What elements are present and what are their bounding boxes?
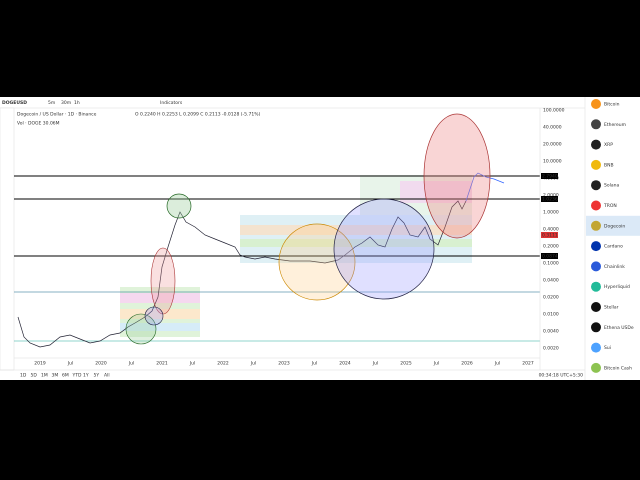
range-button[interactable]: 3M xyxy=(52,373,59,379)
left-toolbar xyxy=(0,107,15,371)
range-button[interactable]: 1D xyxy=(20,373,27,379)
coin-icon xyxy=(591,119,601,130)
time-label: Jul xyxy=(494,361,500,367)
screenshot: DOGEUSD Indicators Dogecoin / US Dollar … xyxy=(0,97,640,380)
price-tag: 2.7940 xyxy=(542,174,558,180)
price-label: 40.0000 xyxy=(543,125,562,131)
time-label: Jul xyxy=(311,361,317,367)
symbol[interactable]: DOGEUSD xyxy=(2,100,27,106)
time-label: 2026 xyxy=(461,361,473,367)
range-button[interactable]: 6M xyxy=(62,373,69,379)
coin-name[interactable]: Bitcoin xyxy=(604,102,620,108)
time-label: 2021 xyxy=(156,361,168,367)
time-label: 2022 xyxy=(217,361,229,367)
top-toolbar xyxy=(0,97,585,108)
time-label: Jul xyxy=(189,361,195,367)
coin-name[interactable]: Sui xyxy=(604,345,611,351)
time-label: 2023 xyxy=(278,361,290,367)
range-button[interactable]: 1Y xyxy=(83,373,89,379)
coin-name[interactable]: XRP xyxy=(604,142,613,148)
coin-icon xyxy=(591,139,601,150)
interval-button[interactable]: 30m xyxy=(61,100,71,106)
range-button[interactable]: All xyxy=(104,373,110,379)
time-label: 2024 xyxy=(339,361,351,367)
time-label: Jul xyxy=(128,361,134,367)
coin-icon xyxy=(591,99,601,109)
coin-name[interactable]: Dogecoin xyxy=(604,223,625,229)
coin-icon xyxy=(591,241,601,252)
price-tag: 0.0874 xyxy=(542,254,558,260)
price-label: 0.0040 xyxy=(543,329,559,335)
coin-name[interactable]: Bitcoin Cash xyxy=(604,365,632,371)
price-label: 0.0400 xyxy=(543,278,559,284)
price-tag-bg xyxy=(541,232,558,238)
coin-icon xyxy=(591,220,601,231)
price-label: 2.0000 xyxy=(543,193,559,199)
time-label: Jul xyxy=(372,361,378,367)
interval-button[interactable]: 1h xyxy=(74,100,80,106)
range-button[interactable]: 5D xyxy=(31,373,38,379)
range-button[interactable]: 1M xyxy=(41,373,48,379)
price-label: 0.0200 xyxy=(543,295,559,301)
clock: 00:34:18 UTC+5:30 xyxy=(539,373,584,379)
price-tag-bg xyxy=(541,253,558,259)
coin-name[interactable]: Hyperliquid xyxy=(604,284,630,290)
coin-icon xyxy=(591,261,601,272)
chart-drawing xyxy=(14,113,540,348)
coin-icon xyxy=(591,302,601,312)
coin-name[interactable]: Ethereum xyxy=(604,122,626,128)
range-button[interactable]: 5Y xyxy=(94,373,100,379)
coin-icon xyxy=(591,200,601,211)
price-tag-bg xyxy=(541,173,558,179)
coin-name[interactable]: Cardano xyxy=(604,244,623,250)
time-label: 2025 xyxy=(400,361,412,367)
trading-view: DOGEUSD Indicators Dogecoin / US Dollar … xyxy=(0,97,640,380)
price-label: 0.0100 xyxy=(543,312,559,318)
price-tag: 0.3111 xyxy=(542,233,558,239)
price-label: 1.0000 xyxy=(543,210,559,216)
coin-icon xyxy=(591,362,601,373)
price-label: 10.0000 xyxy=(543,159,562,165)
time-label: 2027 xyxy=(522,361,534,367)
price-tag: 1.0236 xyxy=(542,197,558,203)
time-label: Jul xyxy=(433,361,439,367)
volume: Vol · DOGE 30.06M xyxy=(17,121,60,127)
price-label: 0.0020 xyxy=(543,346,559,352)
range-button[interactable]: YTD xyxy=(72,373,82,379)
coin-name[interactable]: TRON xyxy=(603,203,617,209)
coin-name[interactable]: BNB xyxy=(604,162,614,168)
coin-icon xyxy=(591,180,601,191)
time-label: Jul xyxy=(250,361,256,367)
time-label: 2020 xyxy=(95,361,107,367)
coin-icon xyxy=(591,159,601,170)
price-tag-bg xyxy=(541,196,558,202)
indicators-button[interactable]: Indicators xyxy=(160,100,183,106)
coin-icon xyxy=(591,342,601,353)
coin-name[interactable]: Stellar xyxy=(604,305,619,311)
price-label: 0.1000 xyxy=(543,261,559,267)
coin-icon xyxy=(591,281,601,292)
coin-name[interactable]: Solana xyxy=(604,183,619,189)
time-label: 2019 xyxy=(34,361,46,367)
time-label: Jul xyxy=(67,361,73,367)
selected-row xyxy=(586,215,640,236)
price-label: 100.0000 xyxy=(543,108,565,114)
coin-name[interactable]: Ethena USDe xyxy=(604,325,634,331)
price-label: 20.0000 xyxy=(543,142,562,148)
interval-button[interactable]: 5m xyxy=(48,100,55,106)
coin-icon xyxy=(591,322,601,333)
price-label: 0.4000 xyxy=(543,227,559,233)
coin-name[interactable]: Chainlink xyxy=(604,264,625,270)
legend-title: Dogecoin / US Dollar · 1D · Binance xyxy=(17,112,97,118)
ohlc: O 0.2240 H 0.2253 L 0.2099 C 0.2113 -0.0… xyxy=(135,112,260,118)
price-label: 0.2000 xyxy=(543,244,559,250)
